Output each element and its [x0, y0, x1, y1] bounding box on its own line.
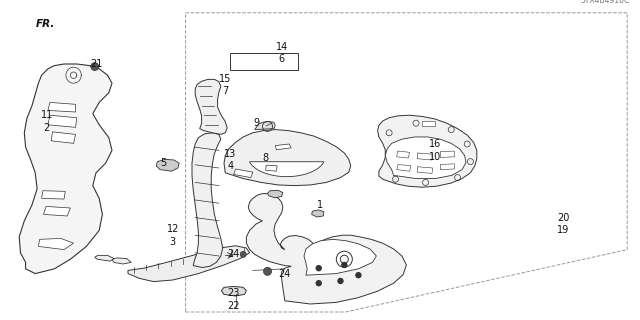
Text: 19: 19 [557, 225, 570, 236]
Polygon shape [221, 286, 246, 296]
Text: 10: 10 [429, 152, 442, 162]
Polygon shape [417, 167, 433, 173]
Text: 23: 23 [227, 288, 240, 298]
Polygon shape [397, 164, 411, 171]
Text: 22: 22 [227, 300, 240, 311]
Polygon shape [378, 115, 477, 187]
Text: 3: 3 [170, 236, 176, 247]
Polygon shape [397, 151, 410, 158]
Text: FR.: FR. [36, 19, 55, 29]
Polygon shape [440, 151, 454, 157]
Polygon shape [385, 137, 466, 179]
Polygon shape [48, 102, 76, 112]
Text: 15: 15 [219, 74, 232, 84]
Polygon shape [19, 64, 112, 274]
Polygon shape [156, 159, 179, 171]
Polygon shape [44, 206, 70, 216]
Text: 11: 11 [40, 110, 53, 120]
Polygon shape [51, 132, 76, 143]
Text: 8: 8 [262, 153, 269, 164]
Text: 6: 6 [278, 54, 285, 64]
Text: 24: 24 [227, 249, 240, 260]
Polygon shape [195, 79, 227, 134]
Text: 7: 7 [222, 86, 228, 96]
Polygon shape [275, 144, 291, 150]
Polygon shape [95, 255, 114, 261]
Text: 21: 21 [90, 59, 102, 69]
Text: 20: 20 [557, 212, 570, 223]
Circle shape [264, 267, 271, 275]
Circle shape [342, 262, 347, 268]
Polygon shape [42, 191, 65, 199]
Text: 5: 5 [160, 158, 166, 168]
Circle shape [316, 266, 321, 271]
Polygon shape [417, 153, 433, 160]
Text: 24: 24 [278, 268, 291, 279]
Polygon shape [38, 238, 74, 250]
Text: 14: 14 [275, 42, 288, 52]
Polygon shape [266, 165, 277, 171]
Text: 9: 9 [253, 118, 259, 128]
Polygon shape [234, 169, 253, 178]
Polygon shape [112, 258, 131, 264]
Polygon shape [440, 164, 454, 170]
Circle shape [338, 278, 343, 284]
Circle shape [91, 63, 99, 70]
Polygon shape [268, 190, 283, 198]
Circle shape [356, 273, 361, 278]
Polygon shape [224, 130, 351, 186]
Text: STX4B4910C: STX4B4910C [580, 0, 630, 5]
Text: 13: 13 [224, 148, 237, 159]
Polygon shape [246, 194, 406, 304]
Text: 12: 12 [166, 224, 179, 234]
Text: 16: 16 [429, 139, 442, 149]
Circle shape [240, 252, 246, 257]
Polygon shape [192, 133, 223, 268]
Polygon shape [128, 246, 250, 282]
Text: 4: 4 [227, 161, 234, 172]
Circle shape [316, 281, 321, 286]
Polygon shape [312, 210, 324, 217]
Polygon shape [48, 115, 77, 127]
Polygon shape [250, 162, 324, 177]
Polygon shape [304, 239, 376, 275]
Text: 2: 2 [44, 123, 50, 133]
Polygon shape [255, 122, 275, 130]
Polygon shape [422, 121, 435, 126]
Text: 1: 1 [317, 200, 323, 210]
